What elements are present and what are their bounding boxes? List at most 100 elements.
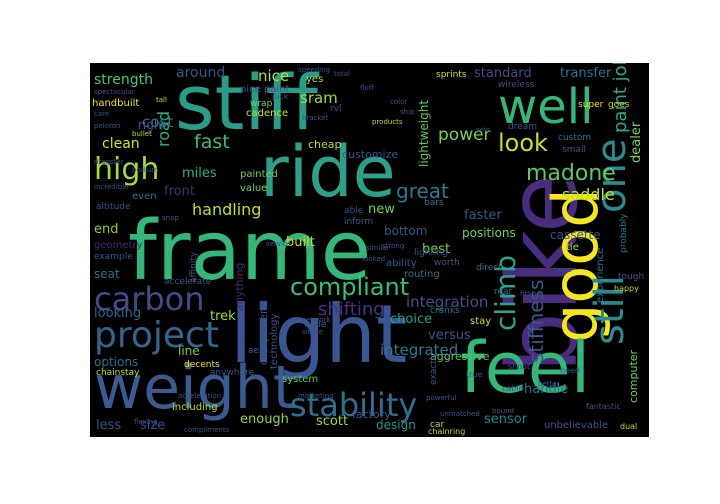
word-right: right	[138, 118, 167, 132]
word-line: line	[178, 344, 200, 358]
word-stability: stability	[290, 386, 418, 424]
word-cloud: bike frame stiff light ride good weight …	[90, 63, 649, 437]
word-aero: aero	[248, 346, 269, 356]
word-dragster: dragster	[94, 158, 124, 166]
word-front: front	[164, 184, 195, 199]
word-even: even	[132, 191, 157, 202]
word-better: better	[538, 380, 560, 388]
word-factory: factory	[352, 408, 391, 421]
word-pick: pick	[272, 92, 289, 101]
word-seat: seat	[94, 267, 120, 281]
word-look: look	[498, 129, 548, 157]
word-marketing: marketing	[298, 392, 334, 400]
word-compliments: compliments	[184, 426, 230, 434]
word-aggressive: aggressive	[430, 350, 490, 363]
word-cheap: cheap	[308, 138, 342, 151]
word-versus: versus	[428, 328, 471, 343]
word-tall: tall	[156, 96, 167, 104]
word-able: able	[344, 206, 364, 216]
word-powerful: powerful	[426, 394, 457, 402]
word-including: including	[172, 402, 218, 413]
word-service: service	[266, 240, 292, 248]
word-ride: ride	[260, 131, 396, 213]
word-worth: worth	[434, 258, 460, 268]
word-stay: stay	[470, 316, 492, 327]
word-fluff: fluff	[360, 84, 374, 92]
word-shoot: shoot	[508, 362, 531, 371]
word-end: end	[94, 222, 119, 237]
word-sensor: sensor	[484, 412, 528, 427]
word-carbon: carbon	[94, 280, 205, 318]
word-wrap: wrap	[250, 99, 273, 109]
word-network: network	[302, 316, 331, 324]
word-clean: clean	[102, 136, 140, 152]
word-fast: fast	[194, 131, 230, 153]
word-standard: standard	[474, 66, 532, 81]
word-rear: rear	[494, 287, 513, 297]
word-positions: positions	[462, 226, 516, 240]
word-small: small	[562, 145, 586, 155]
word-anywhere: anywhere	[210, 368, 255, 378]
word-acceleration: acceleration	[178, 392, 222, 400]
word-fantastic: fantastic	[586, 402, 621, 411]
word-around: around	[176, 65, 226, 81]
word-similar: similar	[366, 244, 390, 252]
word-integrated: integrated	[380, 341, 459, 359]
word-speeding: speeding	[298, 66, 330, 74]
word-bracket: bracket	[302, 114, 329, 122]
word-handbuilt: handbuilt	[92, 98, 140, 109]
word-exactly: exactly	[429, 352, 439, 385]
word-podium: podium	[132, 166, 159, 174]
word-color: color	[390, 98, 408, 106]
word-high: high	[94, 152, 160, 187]
word-tough: tough	[618, 272, 645, 282]
word-saddle: saddle	[562, 185, 615, 204]
word-care: care	[94, 110, 110, 118]
word-cable: cable	[502, 384, 524, 393]
word-bullet: bullet	[132, 130, 152, 138]
word-custom: custom	[558, 133, 592, 143]
word-nice-paint: nice paint	[240, 84, 290, 95]
word-accelerate: accelerate	[164, 277, 212, 287]
word-painted: painted	[240, 169, 279, 180]
word-madone: madone	[526, 161, 616, 186]
word-strength: strength	[94, 72, 153, 88]
word-products: products	[372, 118, 403, 126]
word-technology: technology	[269, 313, 280, 369]
word-compliant: compliant	[290, 273, 410, 301]
word-dual: dual	[620, 422, 638, 431]
word-total: total	[334, 70, 351, 78]
word-flexing: flexing	[134, 418, 158, 426]
word-cassette: cassette	[550, 228, 601, 242]
word-options: options	[94, 355, 139, 369]
word-size: size	[140, 418, 166, 433]
word-strong: strong	[382, 242, 405, 250]
word-direct: direct	[476, 263, 502, 273]
word-single: single	[302, 328, 323, 336]
word-bottom: bottom	[384, 224, 428, 238]
word-fitting: fitting	[520, 290, 541, 298]
word-new: new	[368, 202, 395, 217]
word-weight: weight	[94, 353, 297, 423]
word-spectacular: spectacular	[94, 88, 135, 96]
word-looking: looking	[94, 306, 142, 321]
word-cadence: cadence	[246, 108, 289, 119]
word-value: value	[240, 183, 268, 194]
word-paint-job: paint job	[610, 63, 631, 133]
word-well: well	[498, 79, 594, 135]
word-nice: nice	[258, 67, 290, 85]
word-routing: routing	[404, 269, 440, 280]
word-great: great	[396, 179, 449, 203]
word-project: project	[94, 315, 219, 356]
word-trek: trek	[210, 309, 236, 324]
word-stiff: stiff	[175, 63, 318, 147]
word-looked: looked	[362, 255, 386, 263]
word-transfer: transfer	[560, 66, 612, 81]
word-bars: bars	[424, 198, 444, 208]
word-sets: sets	[476, 126, 491, 134]
word-light: light	[230, 288, 408, 381]
word-peloton: peloton	[94, 122, 121, 130]
word-handling: handling	[192, 200, 262, 219]
word-car: car	[430, 420, 445, 430]
word-design: design	[376, 418, 416, 432]
